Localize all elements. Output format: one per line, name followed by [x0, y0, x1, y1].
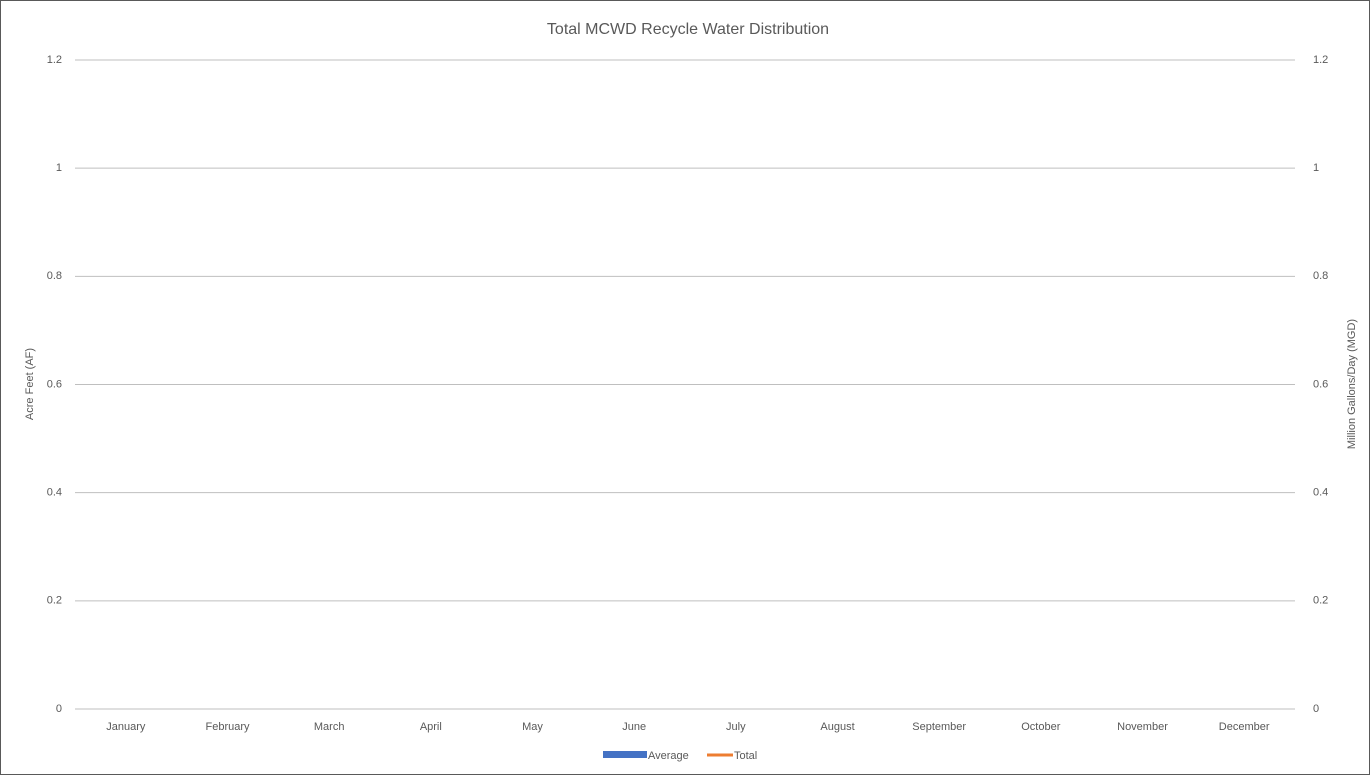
- y2-tick-label: 0.4: [1313, 487, 1328, 499]
- x-tick-label: March: [314, 721, 345, 733]
- y-tick-label: 0.8: [47, 270, 62, 282]
- y2-tick-label: 0.8: [1313, 270, 1328, 282]
- y2-tick-label: 0: [1313, 703, 1319, 715]
- x-tick-label: July: [726, 721, 746, 733]
- x-tick-label: September: [912, 721, 966, 733]
- x-tick-label: November: [1117, 721, 1168, 733]
- y2-axis-title: Million Gallons/Day (MGD): [1346, 319, 1358, 449]
- legend-label: Total: [734, 750, 757, 762]
- chart-title: Total MCWD Recycle Water Distribution: [547, 21, 829, 38]
- x-tick-label: May: [522, 721, 543, 733]
- y2-tick-label: 1.2: [1313, 54, 1328, 66]
- legend-label: Average: [648, 750, 689, 762]
- y-axis-title: Acre Feet (AF): [24, 348, 36, 420]
- x-tick-label: December: [1219, 721, 1270, 733]
- x-tick-label: February: [205, 721, 250, 733]
- y2-tick-label: 0.6: [1313, 378, 1328, 390]
- y-tick-label: 1.2: [47, 54, 62, 66]
- y-tick-label: 0.2: [47, 595, 62, 607]
- y-tick-label: 1: [56, 162, 62, 174]
- x-tick-label: June: [622, 721, 646, 733]
- x-tick-label: January: [106, 721, 146, 733]
- y2-tick-label: 0.2: [1313, 595, 1328, 607]
- y-tick-label: 0.6: [47, 378, 62, 390]
- x-tick-label: October: [1021, 721, 1060, 733]
- x-tick-label: April: [420, 721, 442, 733]
- y-tick-label: 0: [56, 703, 62, 715]
- y2-tick-label: 1: [1313, 162, 1319, 174]
- y-tick-label: 0.4: [47, 487, 62, 499]
- x-tick-label: August: [820, 721, 854, 733]
- legend-swatch: [603, 751, 647, 758]
